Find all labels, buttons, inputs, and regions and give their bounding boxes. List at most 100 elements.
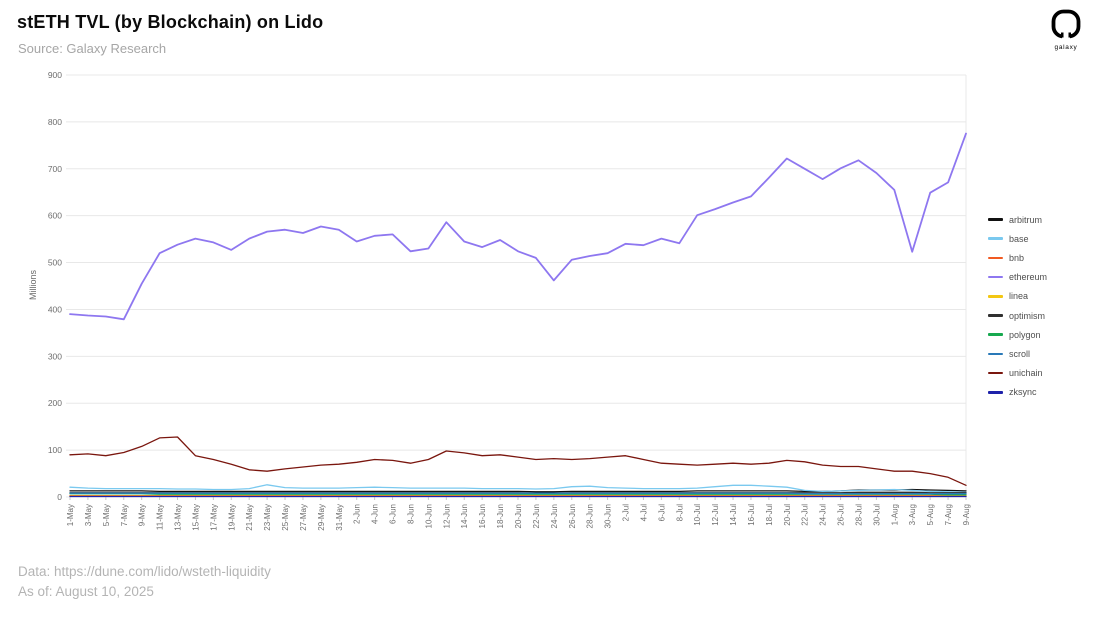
svg-text:1-Aug: 1-Aug (890, 504, 899, 525)
svg-text:11-May: 11-May (156, 504, 165, 530)
svg-text:1-May: 1-May (66, 504, 75, 526)
legend-item-scroll: scroll (988, 344, 1047, 363)
page-title: stETH TVL (by Blockchain) on Lido (17, 12, 324, 32)
svg-text:20-Jul: 20-Jul (783, 504, 792, 526)
svg-text:16-Jun: 16-Jun (478, 504, 487, 528)
svg-text:17-May: 17-May (209, 504, 218, 531)
svg-text:15-May: 15-May (191, 504, 200, 531)
svg-text:22-Jun: 22-Jun (532, 504, 541, 528)
svg-text:8-Jun: 8-Jun (407, 504, 416, 524)
legend-swatch-linea (988, 295, 1003, 298)
svg-text:19-May: 19-May (227, 504, 236, 531)
svg-text:500: 500 (48, 258, 62, 268)
svg-text:2-Jun: 2-Jun (353, 504, 362, 524)
svg-text:7-Aug: 7-Aug (944, 504, 953, 525)
svg-text:16-Jul: 16-Jul (747, 504, 756, 526)
legend-swatch-scroll (988, 352, 1003, 356)
svg-text:300: 300 (48, 351, 62, 361)
legend-item-optimism: optimism (988, 306, 1047, 325)
svg-text:700: 700 (48, 164, 62, 174)
legend-swatch-polygon (988, 333, 1003, 337)
legend-label-optimism: optimism (1009, 310, 1046, 321)
svg-text:4-Jun: 4-Jun (371, 504, 380, 524)
footer-as-of: As of: August 10, 2025 (18, 584, 154, 599)
svg-text:2-Jul: 2-Jul (622, 504, 631, 522)
svg-text:25-May: 25-May (281, 504, 290, 531)
legend-item-ethereum: ethereum (988, 268, 1047, 287)
svg-text:10-Jun: 10-Jun (424, 504, 433, 528)
svg-text:30-Jul: 30-Jul (872, 504, 881, 526)
legend-item-arbitrum: arbitrum (988, 210, 1047, 229)
svg-text:14-Jun: 14-Jun (460, 504, 469, 528)
svg-text:24-Jul: 24-Jul (819, 504, 828, 526)
legend-swatch-arbitrum (988, 218, 1003, 221)
svg-text:28-Jun: 28-Jun (586, 504, 595, 528)
svg-text:27-May: 27-May (299, 504, 308, 531)
svg-text:6-Jul: 6-Jul (657, 504, 666, 522)
svg-text:20-Jun: 20-Jun (514, 504, 523, 528)
legend-item-polygon: polygon (988, 325, 1047, 344)
svg-text:31-May: 31-May (335, 504, 344, 531)
footer-data-source: Data: https://dune.com/lido/wsteth-liqui… (18, 564, 271, 579)
svg-text:5-May: 5-May (102, 504, 111, 526)
svg-text:18-Jul: 18-Jul (765, 504, 774, 526)
svg-text:3-Aug: 3-Aug (908, 504, 917, 525)
svg-text:10-Jul: 10-Jul (693, 504, 702, 526)
svg-text:7-May: 7-May (120, 504, 129, 526)
svg-text:22-Jul: 22-Jul (801, 504, 810, 526)
legend-label-scroll: scroll (1009, 348, 1031, 359)
legend-swatch-base (988, 237, 1003, 241)
svg-text:26-Jun: 26-Jun (568, 504, 577, 528)
svg-text:900: 900 (48, 70, 62, 80)
legend-swatch-bnb (988, 256, 1003, 260)
svg-text:23-May: 23-May (263, 504, 272, 531)
legend-item-unichain: unichain (988, 364, 1047, 383)
legend-swatch-unichain (988, 371, 1003, 375)
legend-label-arbitrum: arbitrum (1009, 214, 1043, 225)
svg-text:100: 100 (48, 445, 62, 455)
legend-label-bnb: bnb (1009, 252, 1025, 263)
legend-label-linea: linea (1009, 291, 1029, 302)
svg-text:8-Jul: 8-Jul (675, 504, 684, 522)
galaxy-logo-label: galaxy (1054, 44, 1078, 51)
legend-swatch-zksync (988, 390, 1003, 394)
page-subtitle: Source: Galaxy Research (18, 41, 167, 56)
svg-text:9-May: 9-May (138, 504, 147, 526)
svg-text:13-May: 13-May (174, 504, 183, 531)
svg-text:0: 0 (57, 492, 62, 502)
svg-text:21-May: 21-May (245, 504, 254, 531)
legend-label-ethereum: ethereum (1009, 272, 1048, 283)
svg-text:26-Jul: 26-Jul (837, 504, 846, 526)
svg-text:18-Jun: 18-Jun (496, 504, 505, 528)
svg-text:14-Jul: 14-Jul (729, 504, 738, 526)
svg-text:800: 800 (48, 117, 62, 127)
svg-text:6-Jun: 6-Jun (389, 504, 398, 524)
svg-text:3-May: 3-May (84, 504, 93, 526)
galaxy-logo: galaxy (1045, 8, 1087, 51)
svg-text:200: 200 (48, 398, 62, 408)
legend-item-linea: linea (988, 287, 1047, 306)
svg-text:24-Jun: 24-Jun (550, 504, 559, 528)
svg-text:9-Aug: 9-Aug (962, 504, 971, 525)
legend-item-zksync: zksync (988, 383, 1047, 402)
legend-label-base: base (1009, 233, 1029, 244)
svg-text:600: 600 (48, 211, 62, 221)
svg-text:5-Aug: 5-Aug (926, 504, 935, 525)
legend-swatch-ethereum (988, 275, 1003, 279)
legend-item-bnb: bnb (988, 248, 1047, 267)
svg-text:30-Jun: 30-Jun (604, 504, 613, 528)
svg-text:12-Jun: 12-Jun (442, 504, 451, 528)
legend-label-zksync: zksync (1009, 387, 1037, 398)
galaxy-logo-icon (1051, 9, 1081, 41)
tvl-line-chart: 0 100 200 300 400 500 600 700 800 900 1-May 3-May 5-… (48, 70, 971, 531)
svg-text:400: 400 (48, 304, 62, 314)
legend-label-polygon: polygon (1009, 329, 1041, 340)
legend-label-unichain: unichain (1009, 368, 1043, 379)
legend: arbitrum base bnb ethereum linea optimism poly… (988, 210, 1047, 402)
legend-swatch-optimism (988, 314, 1003, 317)
svg-text:4-Jul: 4-Jul (639, 504, 648, 522)
svg-text:28-Jul: 28-Jul (855, 504, 864, 526)
legend-item-base: base (988, 229, 1047, 248)
svg-text:12-Jul: 12-Jul (711, 504, 720, 526)
